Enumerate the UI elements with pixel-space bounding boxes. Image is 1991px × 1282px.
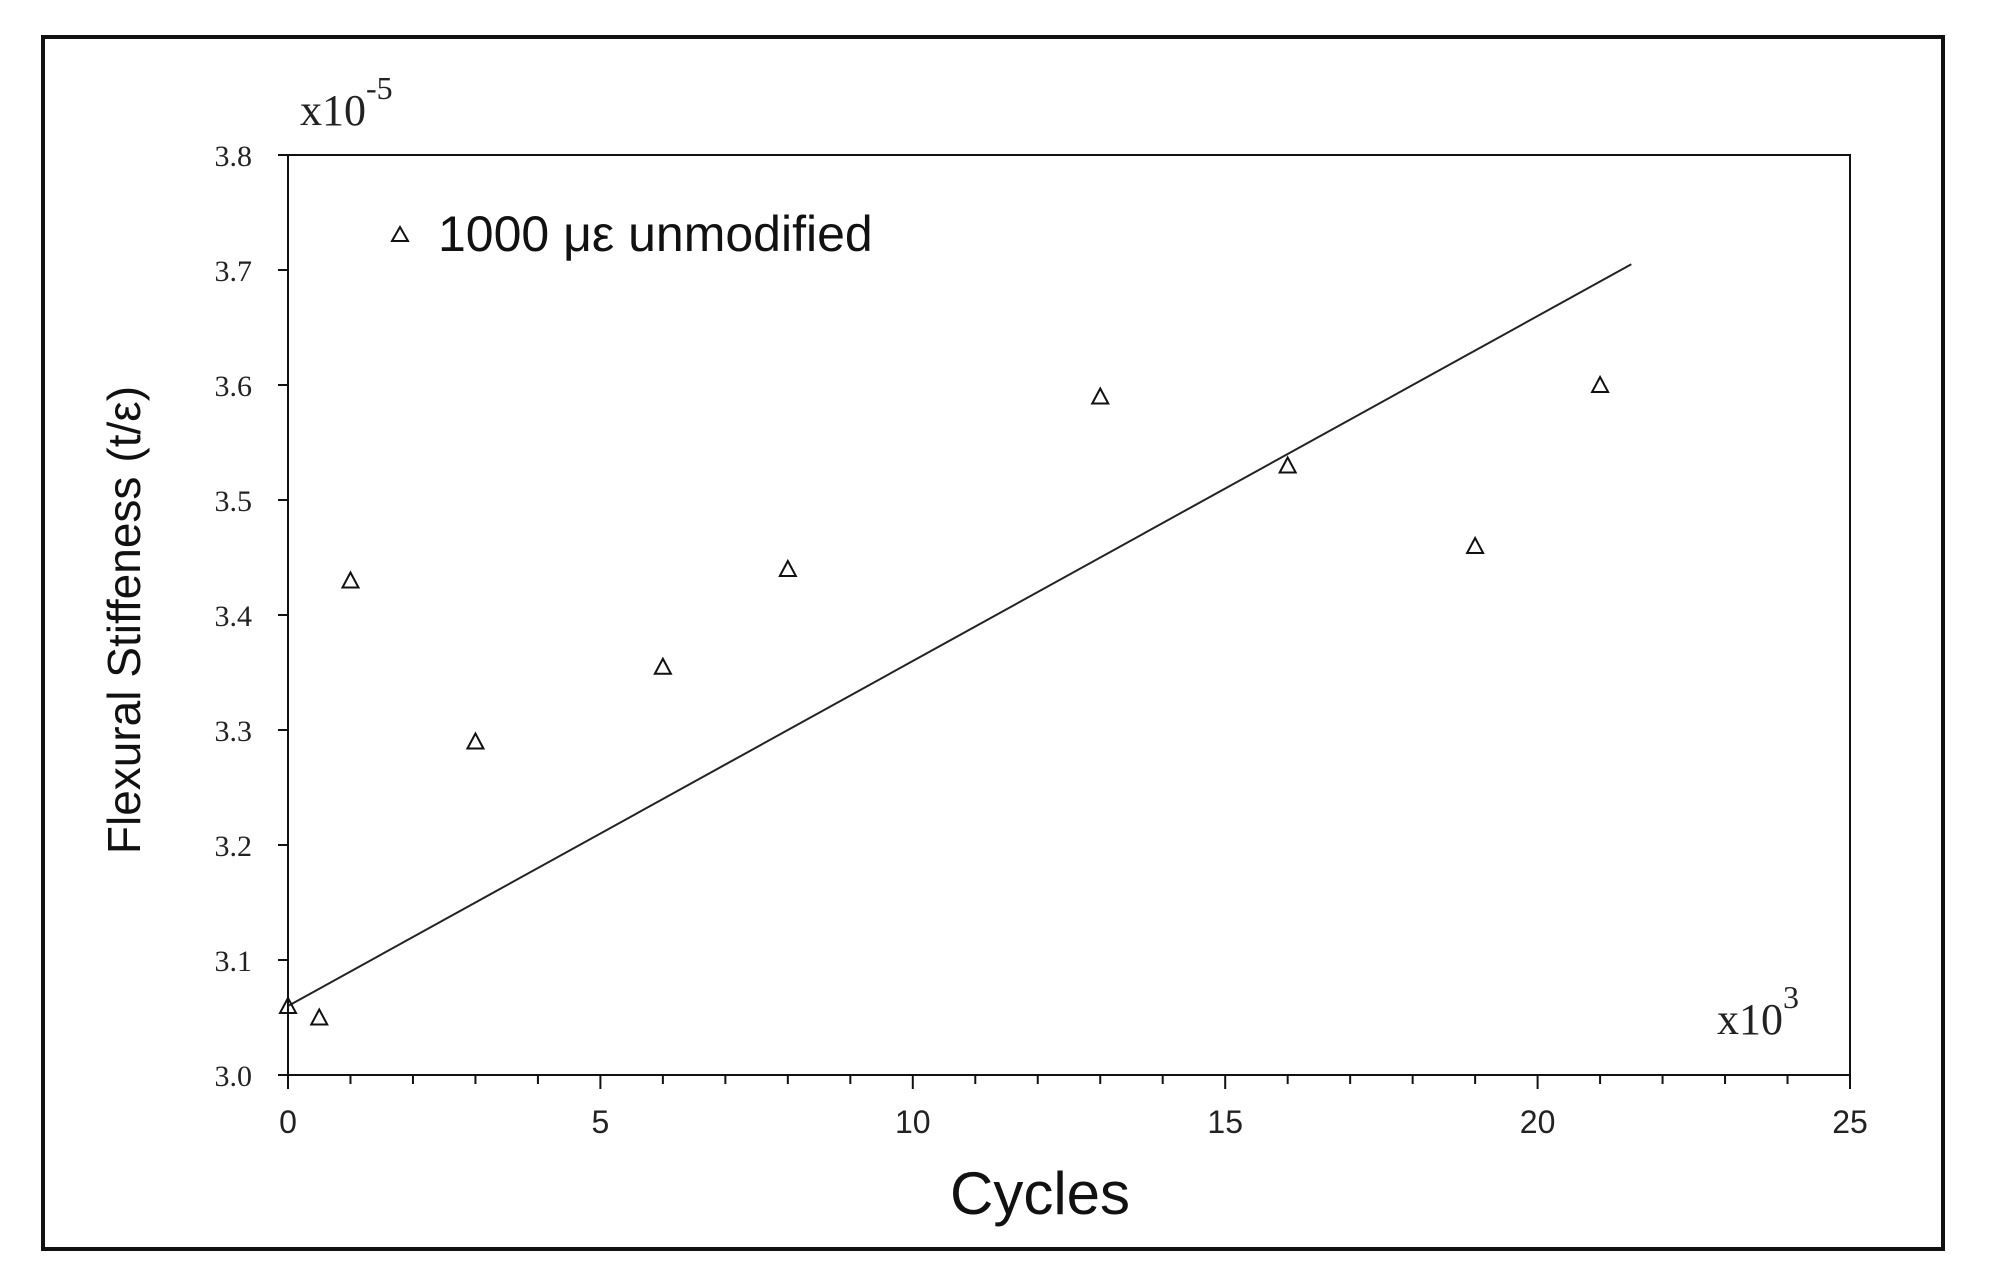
data-point (340, 570, 361, 589)
x-multiplier: x103 (1717, 979, 1799, 1044)
x-tick-label: 0 (279, 1104, 297, 1140)
data-point (278, 995, 298, 1014)
y-tick-label: 3.2 (215, 830, 253, 863)
data-point (1090, 386, 1110, 405)
plot-area (287, 154, 1851, 1076)
data-point (309, 1007, 329, 1026)
data-point (465, 731, 486, 750)
legend-label: 1000 με unmodified (438, 206, 873, 262)
data-point (1465, 535, 1485, 554)
data-point (778, 558, 798, 577)
trendline (287, 263, 1632, 1007)
y-axis: 3.0 3.1 3.2 3.3 3.4 3.5 3.6 3.7 3.8 (215, 140, 288, 1093)
y-tick-label: 3.3 (215, 715, 253, 748)
x-tick-label: 10 (895, 1104, 931, 1140)
figure-border (41, 35, 1945, 1251)
legend: 1000 με unmodified (390, 206, 873, 262)
y-tick-label: 3.1 (215, 945, 253, 978)
data-point (653, 656, 673, 675)
y-tick-label: 3.4 (215, 600, 253, 633)
y-tick-label: 3.7 (215, 255, 253, 288)
trendline-layer (287, 263, 1632, 1007)
x-tick-label: 20 (1520, 1104, 1556, 1140)
y-tick-label: 3.5 (215, 485, 253, 518)
data-points (278, 374, 1610, 1026)
x-tick-label: 5 (592, 1104, 610, 1140)
y-multiplier: x10-5 (300, 70, 393, 135)
legend-marker-triangle (390, 224, 410, 242)
y-axis-title: Flexural Stiffeness(t/ε) (98, 386, 150, 854)
data-point (1590, 374, 1610, 393)
y-tick-label: 3.0 (215, 1060, 253, 1093)
x-tick-label: 25 (1832, 1104, 1868, 1140)
x-axis-title: Cycles (950, 1160, 1130, 1227)
data-point (1278, 455, 1298, 474)
y-tick-label: 3.8 (215, 140, 253, 173)
x-tick-label: 15 (1207, 1104, 1243, 1140)
x-axis: 0 5 10 15 20 25 (279, 1075, 1868, 1140)
y-tick-label: 3.6 (215, 370, 253, 403)
